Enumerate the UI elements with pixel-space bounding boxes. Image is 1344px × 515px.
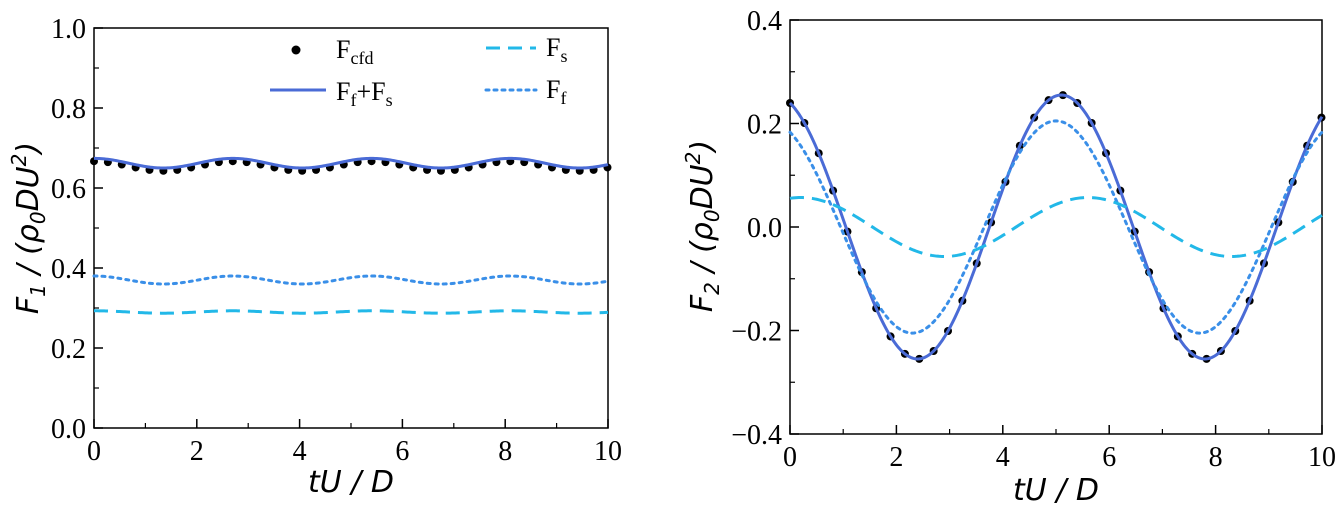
right-y-tick-label: 0.0 [747, 213, 782, 244]
right-series-dotted [788, 119, 1324, 335]
right-plot-frame [789, 19, 1323, 435]
left-x-tick-label: 8 [498, 436, 512, 467]
right-series-group [786, 91, 1326, 363]
right-panel: 0 2 4 6 8 10 −0.4 −0.2 0.0 0.2 0.4 tU / D F2 / (ρ0… [681, 6, 1336, 508]
left-x-tick-label: 10 [594, 436, 622, 467]
right-x-tick-label: 2 [889, 442, 903, 473]
left-series-dotted [92, 274, 610, 286]
left-y-tick-label: 0.4 [51, 254, 86, 285]
right-y-axis-title: F2 / (ρ0DU2) [681, 140, 724, 312]
left-series-group [90, 156, 612, 315]
right-x-tick-label: 0 [783, 442, 797, 473]
legend-marker-cfd [291, 45, 301, 55]
left-y-tick-label: 0.0 [51, 414, 86, 445]
left-x-tick-label: 0 [87, 436, 101, 467]
legend: Fcfd Fs Ff+Fs Ff [270, 33, 567, 110]
left-plot-frame [93, 27, 609, 429]
left-y-tick-label: 1.0 [51, 14, 86, 45]
right-series-solid [788, 93, 1324, 361]
left-x-tick-label: 2 [190, 436, 204, 467]
left-x-axis-title: tU / D [308, 465, 394, 500]
right-x-tick-label: 6 [1102, 442, 1116, 473]
left-y-tick-label: 0.2 [51, 334, 86, 365]
left-ticks [93, 27, 609, 429]
right-ticks [789, 19, 1323, 435]
right-x-tick-label: 10 [1308, 442, 1336, 473]
left-series-solid [93, 156, 609, 170]
legend-label-cfd: Fcfd [336, 35, 373, 68]
left-y-axis-title: F1 / (ρ0DU2) [7, 142, 50, 314]
right-tick-labels: 0 2 4 6 8 10 −0.4 −0.2 0.0 0.2 0.4 [731, 6, 1336, 473]
left-y-tick-label: 0.6 [51, 174, 86, 205]
legend-label-s: Fs [546, 33, 567, 66]
left-x-tick-label: 4 [293, 436, 307, 467]
right-series-dashed [789, 195, 1323, 259]
legend-label-sum: Ff+Fs [336, 77, 393, 110]
right-y-tick-label: 0.2 [747, 110, 782, 141]
legend-label-f: Ff [546, 75, 566, 108]
left-panel: 0 2 4 6 8 10 0.0 0.2 0.4 0.6 0.8 1.0 Fcfd Fs Ff+Fs … [7, 14, 622, 500]
right-x-tick-label: 4 [996, 442, 1010, 473]
left-y-tick-label: 0.8 [51, 94, 86, 125]
left-series-dashed [94, 309, 609, 315]
right-x-tick-label: 8 [1209, 442, 1223, 473]
right-y-tick-label: −0.4 [731, 420, 782, 451]
left-x-tick-label: 6 [395, 436, 409, 467]
right-y-tick-label: 0.4 [747, 6, 782, 37]
right-x-axis-title: tU / D [1013, 473, 1099, 508]
left-tick-labels: 0 2 4 6 8 10 0.0 0.2 0.4 0.6 0.8 1.0 [51, 14, 622, 467]
right-y-tick-label: −0.2 [731, 317, 782, 348]
